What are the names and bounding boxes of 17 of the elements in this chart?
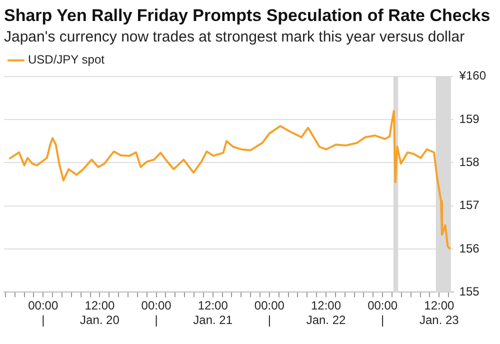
y-tick-label: ¥160	[458, 68, 486, 83]
legend-label: USD/JPY spot	[28, 52, 106, 67]
x-tick-label: 12:00 Jan. 21	[193, 298, 233, 328]
chart-title: Sharp Yen Rally Friday Prompts Speculation of Rate Checks	[4, 6, 490, 25]
x-tick-label: 00:00 |	[141, 298, 172, 328]
x-tick-label: 00:00 |	[254, 298, 285, 328]
x-tick-label: 00:00 |	[28, 298, 58, 328]
chart-subtitle: Japan's currency now trades at strongest mark this year versus dollar	[4, 28, 465, 46]
x-tick-label: 12:00 Jan. 23	[419, 298, 460, 328]
x-tick-label: 12:00 Jan. 20	[80, 298, 120, 328]
x-tick-label: 00:00 |	[368, 298, 398, 328]
x-tick-label: 12:00 Jan. 22	[306, 298, 346, 328]
y-tick-label: 159	[459, 112, 480, 126]
y-tick-label: 155	[459, 284, 480, 299]
y-tick-label: 157	[459, 198, 480, 212]
y-tick-label: 158	[459, 155, 480, 170]
y-tick-label: 156	[459, 241, 480, 256]
